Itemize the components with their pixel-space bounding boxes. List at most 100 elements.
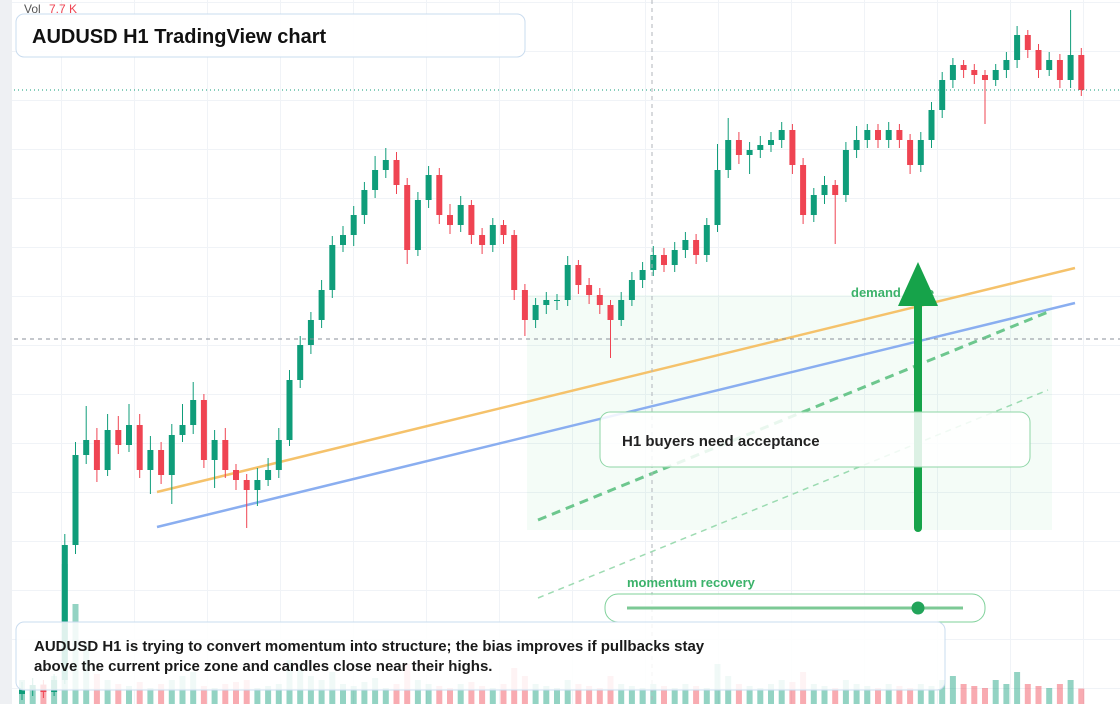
volume-bar	[104, 680, 111, 704]
candle-body	[650, 255, 657, 270]
volume-bar	[543, 686, 550, 704]
candle-body	[382, 160, 389, 170]
candle-body	[586, 285, 593, 295]
volume-bar	[650, 684, 657, 704]
volume-bar	[682, 684, 689, 704]
volume-bar	[735, 684, 742, 704]
volume-bar	[1003, 684, 1010, 704]
candle-body	[19, 690, 25, 694]
projection-line	[537, 389, 1049, 599]
candle-body	[864, 130, 871, 140]
volume-bar	[126, 686, 132, 704]
chart-title: AUDUSD H1 TradingView chart	[32, 26, 326, 48]
candle-body	[832, 185, 839, 195]
volume-bar	[211, 688, 218, 704]
candle-body	[532, 305, 539, 320]
volume-bar	[350, 686, 357, 704]
candle-body	[1003, 60, 1010, 70]
candle-body	[554, 300, 560, 301]
candle-body	[1078, 55, 1085, 90]
candle-body	[1046, 60, 1053, 70]
volume-bar	[661, 686, 667, 704]
candle-body	[693, 240, 700, 255]
volume-bar	[896, 686, 903, 704]
volume-bar	[810, 684, 817, 704]
volume-bar	[693, 686, 700, 704]
arrow-head	[898, 262, 938, 306]
candle-body	[800, 165, 807, 215]
candle-body	[778, 130, 785, 140]
candle-body	[72, 455, 79, 545]
volume-bar	[992, 680, 999, 704]
candle-body	[1067, 55, 1074, 80]
candle-body	[468, 205, 475, 235]
candle-body	[254, 480, 261, 490]
candle-body	[789, 130, 796, 165]
candle-body	[1014, 35, 1021, 60]
volume-bar	[586, 686, 593, 704]
volume-bar	[275, 684, 282, 704]
candle-body	[275, 440, 282, 470]
candle-body	[200, 400, 207, 460]
volume-bar	[564, 680, 571, 704]
volume-bar	[768, 684, 774, 704]
candle-body	[404, 185, 411, 250]
candle-body	[768, 140, 774, 145]
candle-body	[61, 545, 68, 680]
volume-bar	[821, 686, 828, 704]
candle-body	[971, 70, 978, 75]
candle-body	[414, 200, 421, 250]
candle-body	[757, 145, 764, 150]
volume-bar	[917, 684, 924, 704]
volume-bar	[596, 688, 603, 704]
candle-body	[104, 430, 111, 470]
candle-body	[628, 280, 635, 300]
candle-body	[714, 170, 721, 225]
candle-body	[489, 225, 496, 245]
volume-bar	[489, 688, 496, 704]
candle-body	[982, 75, 988, 80]
volume-bar	[361, 682, 368, 704]
candle-body	[190, 400, 197, 425]
volume-bar	[1035, 686, 1042, 704]
volume-bar	[671, 688, 678, 704]
volume-bar	[340, 684, 346, 704]
volume-bar	[853, 684, 860, 704]
volume-bar	[468, 682, 475, 704]
candle-body	[307, 320, 314, 345]
candle-body	[83, 440, 90, 455]
candle-body	[158, 450, 165, 475]
volume-bar	[618, 684, 625, 704]
left-strip	[0, 0, 12, 704]
candle-body	[425, 175, 432, 200]
volume-bar	[628, 686, 635, 704]
volume-bar	[960, 684, 967, 704]
candle-body	[607, 305, 614, 320]
volume-bar	[447, 688, 453, 704]
candle-body	[853, 140, 860, 150]
volume-bar	[982, 688, 988, 704]
candle-body	[297, 345, 304, 380]
volume-bar	[746, 686, 753, 704]
volume-bar	[372, 678, 379, 704]
candle-body	[885, 130, 892, 140]
candle-body	[992, 70, 999, 80]
candle-body	[671, 250, 678, 265]
volume-bar	[1078, 688, 1085, 704]
candle-body	[842, 150, 849, 195]
volume-label: Vol	[24, 2, 41, 16]
volume-bar	[254, 688, 261, 704]
volume-bar	[832, 688, 839, 704]
candle-body	[500, 225, 507, 235]
candle-body	[1035, 50, 1042, 70]
candle-body	[447, 215, 453, 225]
volume-bar	[382, 688, 389, 704]
candle-body	[361, 190, 368, 215]
volume-bar	[1056, 684, 1063, 704]
title-box	[15, 13, 526, 58]
candle-body	[479, 235, 486, 245]
candles-layer	[14, 10, 1120, 700]
volume-bar	[778, 680, 785, 704]
candle-body	[810, 195, 817, 215]
